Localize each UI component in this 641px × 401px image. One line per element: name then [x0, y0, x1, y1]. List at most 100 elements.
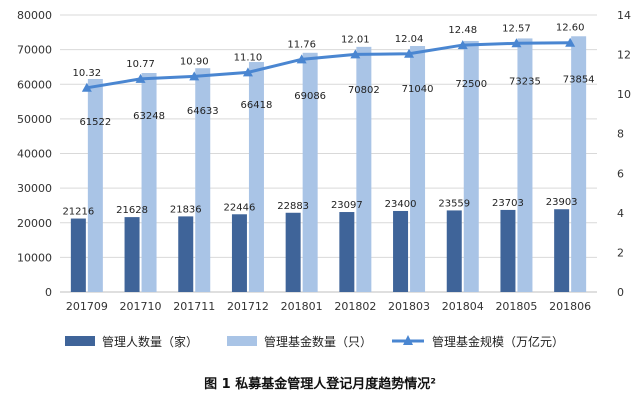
- x-axis-tick-label: 201803: [388, 300, 430, 313]
- left-axis-tick-label: 20000: [17, 217, 52, 230]
- bar-funds: [87, 78, 103, 292]
- right-axis-tick-label: 12: [617, 49, 631, 62]
- right-axis-tick-label: 10: [617, 88, 631, 101]
- left-axis-tick-label: 0: [45, 286, 52, 299]
- bar-funds: [356, 46, 372, 292]
- data-label-managers: 23903: [546, 197, 578, 208]
- x-axis-tick-label: 201712: [227, 300, 269, 313]
- data-label-scale: 10.77: [126, 59, 155, 70]
- bar-managers: [339, 212, 355, 292]
- x-axis-tick-label: 201710: [120, 300, 162, 313]
- data-label-managers: 23559: [438, 198, 470, 209]
- legend-label-scale: 管理基金规模（万亿元）: [432, 334, 564, 349]
- left-axis-tick-label: 50000: [17, 113, 52, 126]
- bar-funds: [248, 62, 264, 292]
- legend-swatch-funds: [227, 336, 257, 346]
- line-point-marker: [511, 38, 522, 48]
- bar-managers: [285, 212, 301, 292]
- data-label-scale: 11.10: [234, 52, 263, 63]
- right-axis-tick-label: 8: [617, 128, 624, 141]
- data-label-funds: 63248: [133, 111, 165, 122]
- x-axis-tick-label: 201806: [549, 300, 591, 313]
- data-label-funds: 71040: [402, 84, 434, 95]
- bar-managers: [554, 209, 570, 292]
- x-axis-tick-label: 201805: [495, 300, 537, 313]
- line-point-marker: [81, 82, 92, 92]
- data-label-scale: 12.04: [395, 34, 424, 45]
- data-label-scale: 12.01: [341, 34, 370, 45]
- left-axis-tick-label: 80000: [17, 9, 52, 22]
- bar-funds: [410, 46, 426, 292]
- line-scale: [86, 41, 571, 90]
- data-label-funds: 73854: [563, 74, 595, 85]
- data-label-funds: 61522: [79, 117, 111, 128]
- left-axis-tick-label: 40000: [17, 148, 52, 161]
- right-axis-tick-label: 0: [617, 286, 624, 299]
- bar-managers: [124, 217, 140, 292]
- data-label-scale: 12.48: [448, 25, 477, 36]
- data-label-managers: 23097: [331, 200, 363, 211]
- bar-funds: [195, 68, 211, 292]
- left-axis-tick-label: 70000: [17, 44, 52, 57]
- line-point-marker: [404, 48, 415, 58]
- line-point-marker: [135, 73, 146, 83]
- data-label-managers: 22446: [224, 202, 256, 213]
- data-label-managers: 23400: [385, 199, 417, 210]
- data-labels: 21216 61522 21628 63248 21836 64633 22446 66418…: [62, 23, 594, 218]
- data-label-funds: 70802: [348, 85, 380, 96]
- bar-managers: [178, 216, 194, 292]
- data-label-managers: 21628: [116, 205, 148, 216]
- x-axis-tick-label: 201802: [334, 300, 376, 313]
- left-axis-tick-label: 30000: [17, 182, 52, 195]
- left-axis-tick-label: 10000: [17, 251, 52, 264]
- legend-label-managers: 管理人数量（家）: [102, 334, 198, 349]
- right-axis-tick-label: 2: [617, 246, 624, 259]
- legend: 管理人数量（家） 管理基金数量（只） 管理基金规模（万亿元）: [65, 334, 564, 349]
- bar-funds: [571, 36, 587, 293]
- legend-swatch-managers: [65, 336, 95, 346]
- bar-funds: [302, 52, 318, 292]
- axes: 0 10000 20000 30000 40000 50000 60000 70000 8000…: [17, 9, 631, 313]
- line-point-marker: [296, 54, 307, 64]
- left-axis-tick-label: 60000: [17, 78, 52, 91]
- data-label-funds: 66418: [241, 100, 273, 111]
- bar-managers: [446, 210, 462, 292]
- data-label-managers: 21836: [170, 204, 202, 215]
- data-label-funds: 64633: [187, 106, 219, 117]
- x-axis-tick-label: 201804: [442, 300, 484, 313]
- bar-funds: [141, 73, 157, 292]
- data-label-scale: 11.76: [287, 39, 316, 50]
- chart-caption: 图 1 私募基金管理人登记月度趋势情况²: [204, 376, 436, 392]
- x-axis-tick-label: 201709: [66, 300, 108, 313]
- line-series: [81, 37, 576, 92]
- x-axis-tick-label: 201711: [173, 300, 215, 313]
- data-label-funds: 73235: [509, 76, 541, 87]
- bar-managers: [231, 214, 247, 292]
- data-label-funds: 69086: [294, 91, 326, 102]
- right-axis-tick-label: 6: [617, 167, 624, 180]
- bar-managers: [500, 209, 516, 292]
- data-label-scale: 10.32: [73, 68, 102, 79]
- bar-funds: [463, 40, 479, 292]
- data-label-scale: 12.57: [502, 23, 531, 34]
- x-axis-tick-label: 201801: [281, 300, 323, 313]
- bar-managers: [70, 218, 86, 292]
- data-label-managers: 22883: [277, 201, 309, 212]
- data-label-scale: 12.60: [556, 23, 585, 34]
- data-label-managers: 21216: [62, 207, 94, 218]
- data-label-managers: 23703: [492, 198, 524, 209]
- legend-marker-scale: [403, 335, 413, 345]
- bars: [70, 36, 587, 293]
- line-point-marker: [242, 67, 253, 77]
- line-point-marker: [565, 37, 576, 47]
- legend-label-funds: 管理基金数量（只）: [264, 334, 372, 349]
- bar-managers: [393, 210, 409, 292]
- line-point-marker: [189, 71, 200, 81]
- line-point-marker: [457, 40, 468, 50]
- data-label-funds: 72500: [455, 79, 487, 90]
- bar-funds: [517, 38, 533, 292]
- line-point-marker: [350, 49, 361, 59]
- right-axis-tick-label: 14: [617, 9, 631, 22]
